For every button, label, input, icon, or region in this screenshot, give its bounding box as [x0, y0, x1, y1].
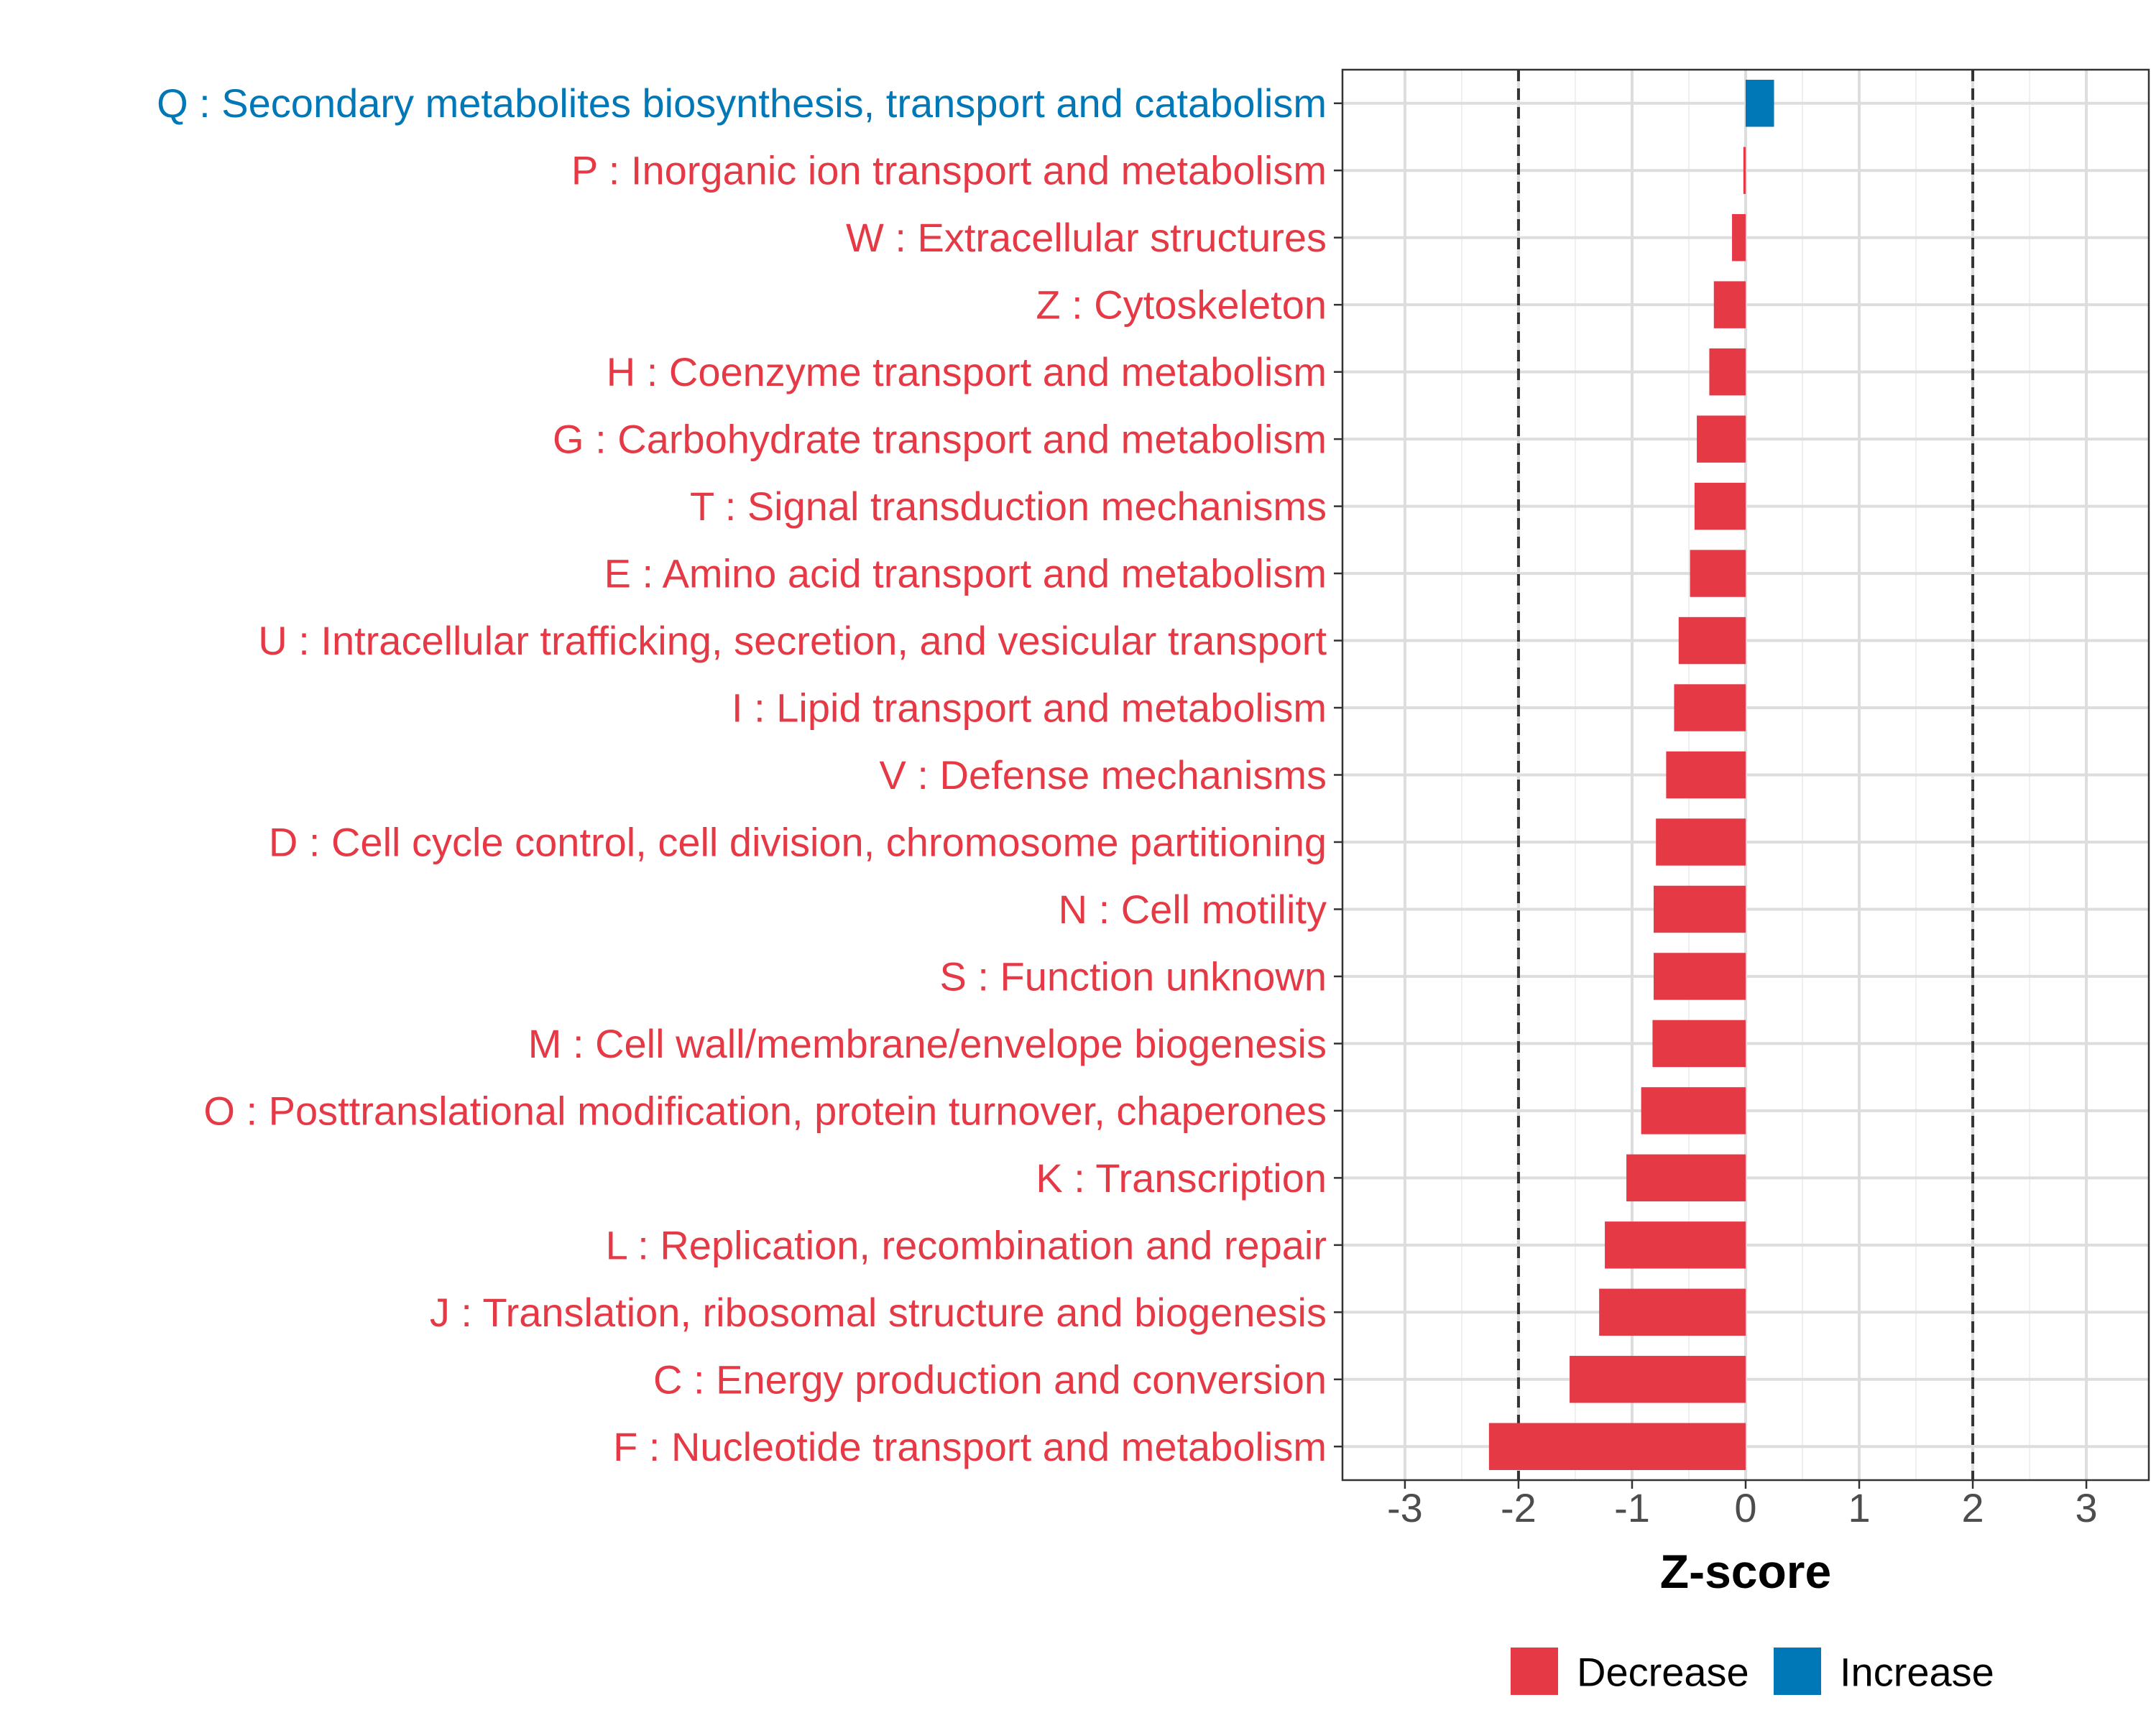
bar [1713, 281, 1746, 328]
y-tick-label: N : Cell motility [1059, 887, 1327, 932]
bar [1732, 213, 1746, 262]
legend-swatch [1511, 1648, 1558, 1695]
y-tick-label: U : Intracellular trafficking, secretion… [258, 618, 1327, 663]
x-tick-label: -1 [1614, 1485, 1650, 1530]
y-tick-label: S : Function unknown [939, 953, 1327, 999]
legend-label: Increase [1840, 1650, 1994, 1695]
x-tick-label: -3 [1387, 1485, 1423, 1530]
y-tick-label: H : Coenzyme transport and metabolism [607, 349, 1327, 394]
y-tick-label: T : Signal transduction mechanisms [690, 484, 1327, 529]
bar [1709, 348, 1746, 396]
y-axis-category-labels: Q : Secondary metabolites biosynthesis, … [157, 80, 1327, 1469]
y-tick-label: E : Amino acid transport and metabolism [604, 551, 1327, 596]
bar [1697, 415, 1746, 463]
bar [1652, 1020, 1746, 1068]
bar [1488, 1423, 1746, 1470]
x-tick-label: 1 [1848, 1485, 1870, 1530]
bar [1599, 1288, 1746, 1336]
x-axis-ticks [1404, 1480, 2088, 1489]
legend-swatch [1774, 1648, 1821, 1695]
y-tick-label: L : Replication, recombination and repai… [606, 1222, 1327, 1267]
y-tick-label: F : Nucleotide transport and metabolism [613, 1424, 1327, 1469]
y-tick-label: Q : Secondary metabolites biosynthesis, … [157, 80, 1327, 126]
x-axis-tick-labels: -3 -2 -1 0 1 2 3 [1387, 1485, 2098, 1530]
bar [1605, 1221, 1746, 1269]
y-tick-label: P : Inorganic ion transport and metaboli… [571, 148, 1327, 193]
x-tick-label: 2 [1961, 1485, 1984, 1530]
bar [1641, 1087, 1746, 1135]
y-tick-label: G : Carbohydrate transport and metabolis… [553, 417, 1327, 462]
bar [1570, 1356, 1746, 1403]
bar [1678, 616, 1746, 665]
y-tick-label: W : Extracellular structures [846, 215, 1327, 260]
y-tick-label: V : Defense mechanisms [880, 752, 1327, 798]
legend: Decrease Increase [1511, 1648, 1994, 1695]
bars [1488, 80, 1774, 1470]
bar [1674, 684, 1746, 731]
y-axis-ticks [1334, 102, 1342, 1448]
bar [1746, 80, 1774, 127]
y-tick-label: O : Posttranslational modification, prot… [203, 1088, 1327, 1133]
legend-item-decrease: Decrease [1511, 1648, 1749, 1695]
bar [1653, 885, 1746, 933]
bar [1690, 550, 1746, 597]
bar [1656, 818, 1746, 866]
y-tick-label: D : Cell cycle control, cell division, c… [269, 819, 1327, 864]
y-tick-label: M : Cell wall/membrane/envelope biogenes… [528, 1021, 1327, 1066]
bar [1743, 147, 1746, 194]
x-tick-label: 0 [1734, 1485, 1756, 1530]
y-tick-label: Z : Cytoskeleton [1036, 282, 1327, 328]
reference-lines [1516, 70, 1975, 1480]
bar [1666, 751, 1746, 799]
legend-label: Decrease [1577, 1650, 1749, 1695]
bar [1626, 1154, 1746, 1202]
y-tick-label: C : Energy production and conversion [653, 1357, 1327, 1402]
x-tick-label: -2 [1501, 1485, 1537, 1530]
y-tick-label: J : Translation, ribosomal structure and… [430, 1290, 1327, 1335]
bar [1694, 482, 1746, 530]
x-tick-label: 3 [2076, 1485, 2098, 1530]
y-tick-label: I : Lipid transport and metabolism [732, 685, 1327, 731]
bar [1653, 953, 1746, 1000]
x-axis-title: Z-score [1660, 1545, 1831, 1598]
y-tick-label: K : Transcription [1036, 1155, 1327, 1201]
legend-item-increase: Increase [1774, 1648, 1994, 1695]
